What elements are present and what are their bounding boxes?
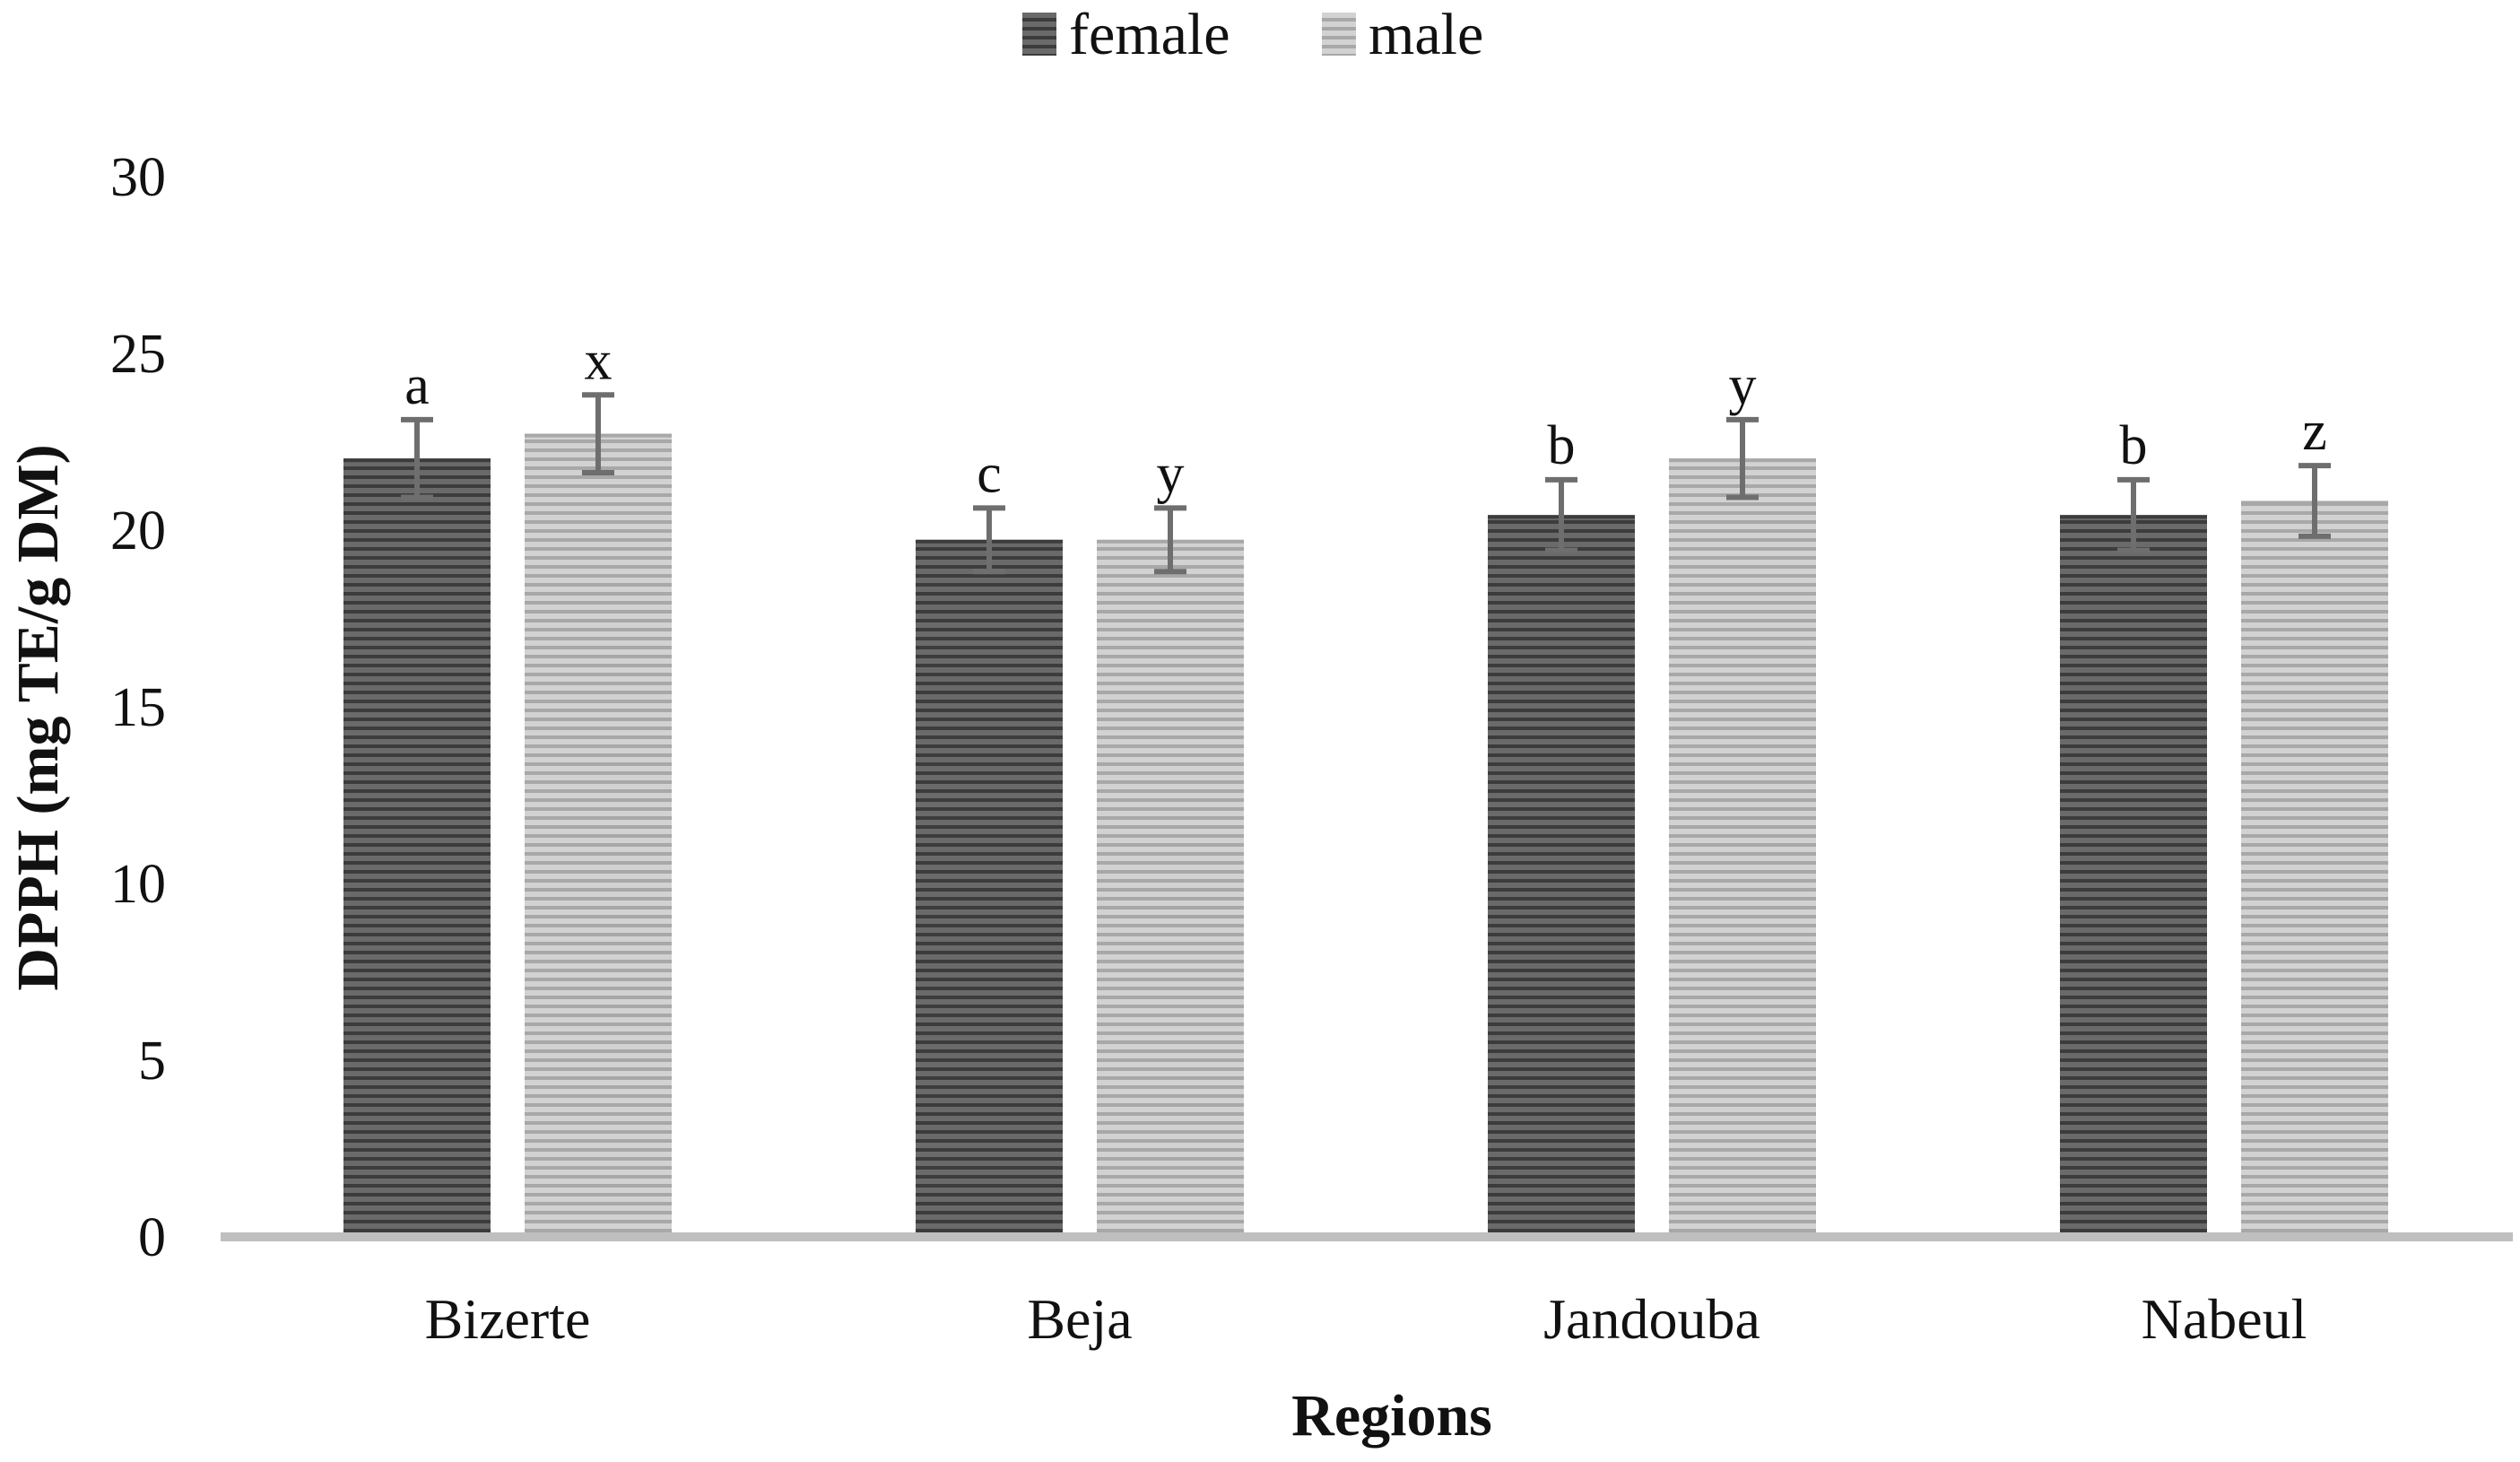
y-tick-label: 15 [110,677,166,738]
x-axis-line [221,1232,2513,1241]
error-bar-male-jandouba [1726,416,1759,500]
error-bar-male-beja [1154,505,1186,575]
y-tick-label: 0 [138,1207,166,1268]
bar-male-jandouba [1669,458,1816,1236]
category-label-bizerte: Bizerte [425,1287,591,1351]
x-axis-categories: Bizerte Beja Jandouba Nabeul [425,1287,2307,1351]
error-bar-male-nabeul [2298,463,2331,539]
y-axis-title: DPPH (mg TE/g DM) [5,444,71,990]
category-label-jandouba: Jandouba [1543,1287,1760,1351]
legend-label-male: male [1369,2,1483,67]
error-bar-male-bizerte [582,392,614,475]
x-axis-title: Regions [1291,1383,1492,1449]
bar-male-beja [1097,539,1244,1236]
category-label-beja: Beja [1027,1287,1132,1351]
error-bar-female-beja [973,505,1005,575]
significance-label-male-beja: y [1157,443,1185,504]
y-tick-label: 5 [138,1031,166,1092]
y-tick-label: 25 [110,324,166,385]
y-axis-ticks: 0 5 10 15 20 25 30 [110,147,166,1268]
plot-area: a c b b x y y z [343,330,2388,1236]
bar-female-beja [916,539,1063,1236]
bar-female-nabeul [2060,515,2207,1236]
significance-label-female-beja: c [977,443,1002,504]
legend-label-female: female [1069,2,1230,67]
y-tick-label: 10 [110,854,166,915]
significance-label-female-jandouba: b [1548,415,1576,476]
legend: female male [1022,2,1483,67]
bar-female-bizerte [343,458,491,1236]
bar-male-nabeul [2241,500,2388,1236]
y-tick-label: 20 [110,500,166,561]
significance-label-male-nabeul: z [2302,401,2327,462]
error-bar-female-bizerte [401,416,433,500]
bar-male-bizerte [525,433,672,1236]
significance-label-female-bizerte: a [404,355,430,416]
significance-label-male-jandouba: y [1729,355,1757,416]
category-label-nabeul: Nabeul [2142,1287,2307,1351]
error-bar-female-nabeul [2117,476,2150,553]
y-tick-label: 30 [110,147,166,208]
bar-female-jandouba [1488,515,1635,1236]
legend-swatch-female [1022,13,1056,56]
significance-label-male-bizerte: x [585,330,613,391]
error-bar-female-jandouba [1545,476,1577,553]
significance-label-female-nabeul: b [2120,415,2148,476]
legend-swatch-male [1322,13,1356,56]
